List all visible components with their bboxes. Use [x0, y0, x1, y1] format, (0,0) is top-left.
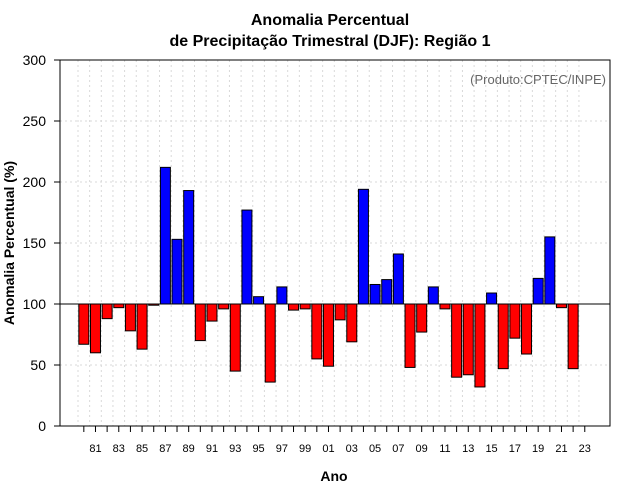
bar-96 [264, 303, 276, 383]
bar-85 [136, 303, 148, 350]
bar-98 [288, 303, 300, 311]
x-tick-label: 97 [276, 443, 288, 455]
bar-12 [451, 303, 463, 378]
bar-04 [357, 188, 369, 305]
bar-09 [416, 303, 428, 333]
bar-93 [229, 303, 241, 372]
y-tick-label: 250 [23, 113, 47, 129]
x-tick-label: 91 [206, 443, 218, 455]
bar-06 [381, 279, 393, 305]
x-tick-label: 21 [555, 443, 567, 455]
bar-16 [497, 303, 509, 370]
bar-02 [334, 303, 346, 321]
bar-80 [78, 303, 90, 345]
product-annotation: (Produto:CPTEC/INPE) [470, 72, 606, 87]
x-tick-label: 17 [509, 443, 521, 455]
bar-83 [113, 303, 125, 309]
bar-22 [567, 303, 579, 370]
bar-11 [439, 303, 451, 310]
x-tick-label: 85 [136, 443, 148, 455]
bar-19 [532, 277, 544, 305]
bar-95 [253, 296, 265, 305]
bar-07 [392, 253, 404, 305]
bar-14 [474, 303, 486, 388]
x-tick-label: 07 [392, 443, 404, 455]
chart-title: Anomalia Percentual [251, 12, 409, 29]
bar-21 [555, 303, 567, 309]
bar-13 [462, 303, 474, 376]
y-axis-label: Anomalia Percentual (%) [1, 161, 17, 325]
y-tick-label: 300 [23, 52, 47, 68]
bar-81 [89, 303, 101, 354]
bar-17 [509, 303, 521, 339]
bar-05 [369, 283, 381, 305]
y-tick-label: 0 [38, 418, 46, 434]
x-tick-label: 15 [485, 443, 497, 455]
bar-88 [171, 238, 183, 305]
bar-87 [159, 166, 171, 305]
x-tick-label: 83 [113, 443, 125, 455]
x-tick-label: 03 [346, 443, 358, 455]
x-tick-label: 11 [439, 443, 450, 455]
x-tick-label: 81 [89, 443, 101, 455]
y-tick-label: 100 [23, 296, 47, 312]
bar-08 [404, 303, 416, 368]
bar-10 [427, 286, 439, 305]
x-tick-label: 09 [416, 443, 428, 455]
bar-92 [218, 303, 230, 310]
y-tick-label: 200 [23, 174, 47, 190]
y-tick-label: 150 [23, 235, 47, 251]
bar-15 [486, 292, 498, 305]
bar-94 [241, 209, 253, 305]
bar-99 [299, 303, 311, 310]
bar-89 [183, 190, 195, 305]
bar-90 [194, 303, 206, 342]
x-tick-label: 89 [183, 443, 195, 455]
bar-00 [311, 303, 323, 360]
x-axis-label: Ano [320, 468, 347, 484]
x-tick-label: 13 [462, 443, 474, 455]
x-tick-label: 19 [532, 443, 544, 455]
x-tick-label: 87 [159, 443, 171, 455]
x-tick-label: 95 [252, 443, 264, 455]
chart-subtitle: de Precipitação Trimestral (DJF): Região… [170, 33, 491, 50]
bar-91 [206, 303, 218, 322]
x-tick-label: 93 [229, 443, 241, 455]
grid-lines [60, 59, 610, 427]
bar-01 [322, 303, 334, 367]
bar-18 [521, 303, 533, 355]
bar-82 [101, 303, 113, 320]
bar-84 [124, 303, 136, 332]
bar-03 [346, 303, 358, 343]
x-tick-label: 01 [322, 443, 334, 455]
x-tick-label: 05 [369, 443, 381, 455]
y-tick-label: 50 [30, 357, 46, 373]
bars [78, 166, 579, 388]
x-tick-label: 99 [299, 443, 311, 455]
bar-20 [544, 236, 556, 305]
bar-97 [276, 286, 288, 305]
x-tick-label: 23 [579, 443, 591, 455]
